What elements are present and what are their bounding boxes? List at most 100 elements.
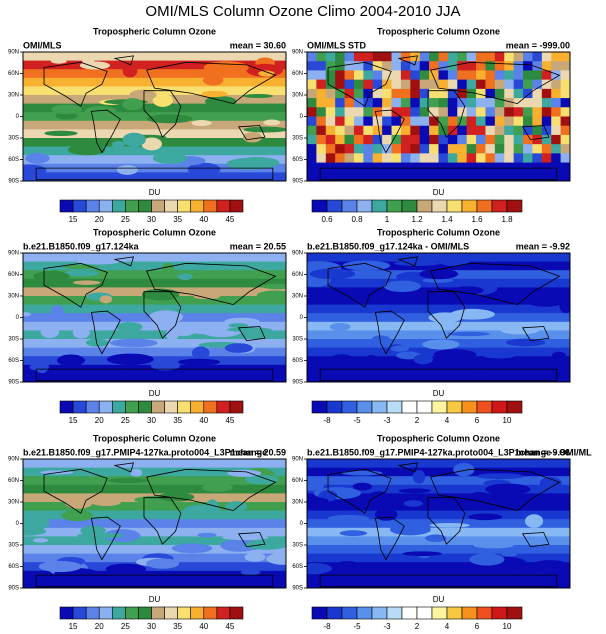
map-cell [438, 134, 449, 145]
continent-outline [521, 532, 550, 548]
map-cell [363, 144, 374, 154]
colorbar-box [125, 606, 139, 620]
colorbar-box [59, 400, 74, 414]
map-band [23, 545, 286, 555]
continent-outline [521, 125, 550, 141]
colorbar-box [164, 199, 178, 213]
map-cell [457, 116, 468, 127]
map-cell [551, 79, 562, 90]
map-cell [410, 107, 421, 117]
map-cell [410, 134, 421, 145]
map-cell [372, 79, 383, 90]
map-cell [494, 171, 505, 181]
map-blob [526, 296, 565, 307]
map-cell [485, 61, 496, 71]
map-blob [256, 290, 286, 301]
continent-outline [374, 516, 405, 561]
map-cell [513, 70, 524, 81]
map-cell [541, 171, 552, 181]
lat-tick-label: 30S [292, 543, 303, 549]
map-cell [419, 134, 430, 145]
map-cell [325, 125, 336, 136]
map-cell [560, 153, 570, 164]
map-cell [532, 134, 543, 145]
map-blob [244, 540, 286, 550]
map-band [23, 373, 286, 382]
continent-outline [90, 310, 121, 355]
map-cell [353, 171, 364, 181]
lat-tick-label: 60S [8, 157, 19, 163]
map-cell [325, 107, 336, 117]
panel: Tropospheric Column Ozone OMI/MLS STD mean… [292, 26, 571, 224]
map-cell [494, 144, 505, 154]
colorbar-tick-label: 4 [445, 416, 450, 425]
map-band [23, 304, 286, 314]
map-cell [560, 107, 570, 117]
map-cell [485, 98, 496, 108]
map-cell [316, 162, 327, 173]
map-cell [382, 107, 393, 117]
map-band [23, 146, 286, 156]
map-cell [466, 98, 477, 108]
colorbar-box [461, 606, 478, 620]
map-cell [382, 153, 393, 164]
map-cell [372, 171, 383, 181]
map-cell [523, 153, 533, 164]
map-cell [560, 52, 570, 62]
map-band [307, 356, 570, 366]
map-blob [77, 259, 120, 265]
map-cell [438, 88, 449, 99]
map-cell [541, 79, 552, 90]
colorbar-box [138, 400, 152, 414]
colorbar-box [476, 606, 493, 620]
map-cell [429, 107, 439, 117]
map-blob [86, 338, 110, 347]
colorbar-box [506, 199, 523, 213]
map-cell [353, 125, 364, 136]
map-band [307, 278, 570, 288]
map-blob [152, 93, 174, 107]
map-cell [363, 70, 374, 81]
map-blob [500, 326, 540, 335]
map-blob [148, 310, 184, 324]
colorbar-box [177, 199, 192, 213]
colorbar-box [177, 606, 192, 620]
map-cell [316, 88, 327, 99]
map-cell [551, 162, 562, 173]
colorbar-box [386, 606, 403, 620]
colorbar-box [216, 400, 231, 414]
continent-outline [43, 262, 108, 308]
map-cell [513, 107, 524, 117]
map-blob [364, 354, 378, 368]
map-blob [191, 120, 212, 127]
panel-subtitle: Tropospheric Column Ozone [93, 227, 216, 237]
map-blob [129, 89, 157, 101]
map-cell [391, 88, 402, 99]
map-band [23, 52, 286, 62]
panel-mean-label: mean = 30.60 [230, 40, 286, 50]
map-cell [344, 162, 355, 173]
lat-tick-label: 30S [8, 136, 19, 142]
map-cell [400, 134, 411, 145]
map-blob [77, 532, 124, 539]
map-cell [419, 52, 430, 62]
map-cell [551, 98, 562, 108]
colorbar-tick-label: -5 [353, 416, 361, 425]
map-cell [316, 171, 327, 181]
map-band [23, 467, 286, 477]
map-cell [532, 79, 543, 90]
map-cell [353, 134, 364, 145]
map-band [23, 103, 286, 113]
map-blob [63, 264, 99, 270]
continent-outline [113, 462, 135, 473]
panel-left-label: OMI/MLS STD [307, 40, 366, 50]
map-cell [363, 98, 374, 108]
map-cell [447, 144, 458, 154]
map-cell [316, 79, 327, 90]
map-blob [519, 357, 544, 368]
colorbar-box [491, 606, 508, 620]
map-cell [353, 70, 364, 81]
map-blob [122, 63, 138, 78]
map-cell [485, 88, 496, 99]
lat-tick-label: 30S [8, 543, 19, 549]
